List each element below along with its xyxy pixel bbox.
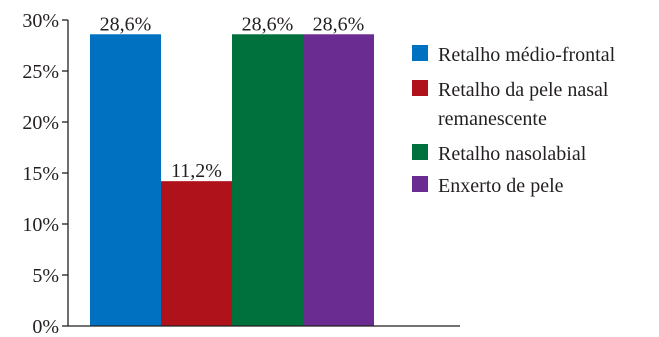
- bars: [90, 34, 374, 326]
- legend-label: Retalho médio-frontal: [438, 44, 616, 66]
- y-tick-label: 5%: [32, 265, 59, 287]
- data-label: 28,6%: [242, 13, 294, 35]
- legend-swatch: [412, 144, 428, 160]
- y-tick-label: 25%: [22, 61, 59, 83]
- legend-label: Retalho da pele nasal: [438, 79, 609, 101]
- y-tick-label: 10%: [22, 214, 59, 236]
- y-tick-label: 15%: [22, 163, 59, 185]
- data-label: 28,6%: [100, 13, 152, 35]
- data-labels: 28,6% 11,2% 28,6% 28,6%: [100, 13, 365, 182]
- bar: [232, 34, 303, 326]
- legend: Retalho médio-frontal Retalho da pele nas…: [412, 44, 616, 197]
- legend-label: Enxerto de pele: [438, 175, 564, 197]
- legend-swatch: [412, 80, 428, 96]
- legend-label: remanescente: [438, 108, 547, 130]
- legend-swatch: [412, 176, 428, 192]
- y-tick-label: 0%: [32, 316, 59, 337]
- data-label: 11,2%: [171, 160, 222, 182]
- data-label: 28,6%: [313, 13, 365, 35]
- y-axis: 0% 5% 10% 15% 20% 25% 30%: [22, 10, 69, 337]
- legend-swatch: [412, 45, 428, 61]
- y-tick-label: 30%: [22, 10, 59, 32]
- bar: [303, 34, 374, 326]
- y-tick-label: 20%: [22, 112, 59, 134]
- bar: [90, 34, 161, 326]
- legend-label: Retalho nasolabial: [438, 143, 587, 165]
- bar: [161, 181, 232, 326]
